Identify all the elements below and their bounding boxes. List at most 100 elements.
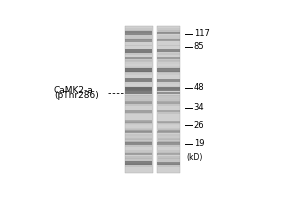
- Bar: [125, 156, 152, 159]
- Bar: [158, 143, 180, 145]
- Bar: [158, 122, 180, 124]
- Bar: [125, 121, 152, 123]
- Text: CaMK2-a: CaMK2-a: [54, 86, 94, 95]
- Bar: [125, 60, 152, 62]
- Bar: [158, 156, 180, 159]
- Bar: [125, 88, 152, 90]
- Bar: [158, 88, 180, 90]
- Bar: [125, 122, 152, 124]
- Bar: [158, 156, 180, 159]
- Bar: [125, 158, 152, 162]
- Bar: [125, 31, 152, 35]
- Bar: [158, 131, 180, 133]
- Bar: [158, 86, 180, 89]
- Bar: [158, 28, 180, 31]
- Bar: [158, 121, 180, 123]
- Bar: [158, 53, 180, 55]
- Bar: [158, 96, 180, 98]
- Bar: [157, 26, 181, 173]
- Bar: [158, 139, 180, 140]
- Bar: [125, 35, 152, 38]
- Bar: [158, 60, 180, 62]
- Bar: [158, 95, 180, 96]
- Bar: [125, 61, 152, 64]
- Bar: [125, 131, 152, 133]
- Bar: [158, 141, 180, 142]
- Bar: [158, 134, 180, 136]
- Bar: [158, 123, 180, 125]
- Bar: [125, 31, 152, 33]
- Bar: [125, 102, 152, 106]
- Bar: [125, 53, 152, 55]
- Bar: [158, 164, 180, 167]
- Bar: [125, 67, 152, 69]
- Bar: [158, 87, 180, 91]
- Bar: [158, 152, 180, 154]
- Bar: [125, 95, 152, 98]
- Bar: [125, 71, 152, 74]
- Bar: [125, 164, 152, 167]
- Bar: [125, 49, 152, 53]
- Bar: [158, 59, 180, 61]
- Bar: [158, 74, 180, 75]
- Bar: [125, 71, 152, 73]
- Bar: [125, 99, 152, 101]
- Bar: [158, 158, 180, 162]
- Bar: [158, 82, 180, 84]
- Bar: [125, 159, 152, 162]
- Bar: [158, 95, 180, 98]
- Text: 117: 117: [194, 29, 210, 38]
- Text: (pThr286): (pThr286): [54, 91, 98, 100]
- Bar: [125, 130, 152, 132]
- Bar: [158, 71, 180, 73]
- Bar: [158, 32, 180, 34]
- Bar: [125, 141, 152, 142]
- Bar: [158, 138, 180, 140]
- Bar: [125, 129, 152, 132]
- Bar: [125, 45, 152, 46]
- Bar: [125, 153, 152, 155]
- Bar: [125, 79, 152, 81]
- Bar: [158, 79, 180, 81]
- Bar: [125, 145, 152, 147]
- Bar: [125, 51, 152, 53]
- Bar: [158, 141, 180, 143]
- Bar: [158, 156, 180, 159]
- Bar: [125, 101, 152, 104]
- Bar: [125, 98, 152, 101]
- Bar: [158, 153, 180, 155]
- Bar: [158, 99, 180, 101]
- Bar: [158, 38, 180, 40]
- Bar: [158, 145, 180, 147]
- Bar: [158, 162, 180, 165]
- Bar: [158, 163, 180, 165]
- Bar: [125, 91, 152, 94]
- Bar: [125, 68, 152, 72]
- Bar: [158, 101, 180, 104]
- Bar: [125, 28, 152, 31]
- Bar: [158, 71, 180, 74]
- Bar: [158, 57, 180, 59]
- Bar: [158, 136, 180, 139]
- Bar: [125, 86, 152, 89]
- Bar: [158, 57, 180, 59]
- Bar: [125, 39, 152, 42]
- Bar: [125, 156, 152, 159]
- Bar: [125, 143, 152, 144]
- Bar: [125, 136, 152, 139]
- Bar: [125, 38, 152, 40]
- Bar: [158, 68, 180, 72]
- Bar: [125, 88, 152, 90]
- Bar: [158, 140, 180, 143]
- Bar: [125, 150, 152, 153]
- Bar: [125, 130, 152, 133]
- Bar: [158, 79, 180, 82]
- Bar: [158, 31, 180, 33]
- Bar: [158, 67, 180, 69]
- Bar: [125, 156, 152, 159]
- Bar: [125, 59, 152, 61]
- Bar: [125, 141, 152, 143]
- Bar: [158, 61, 180, 64]
- Bar: [125, 143, 152, 145]
- Bar: [158, 121, 180, 123]
